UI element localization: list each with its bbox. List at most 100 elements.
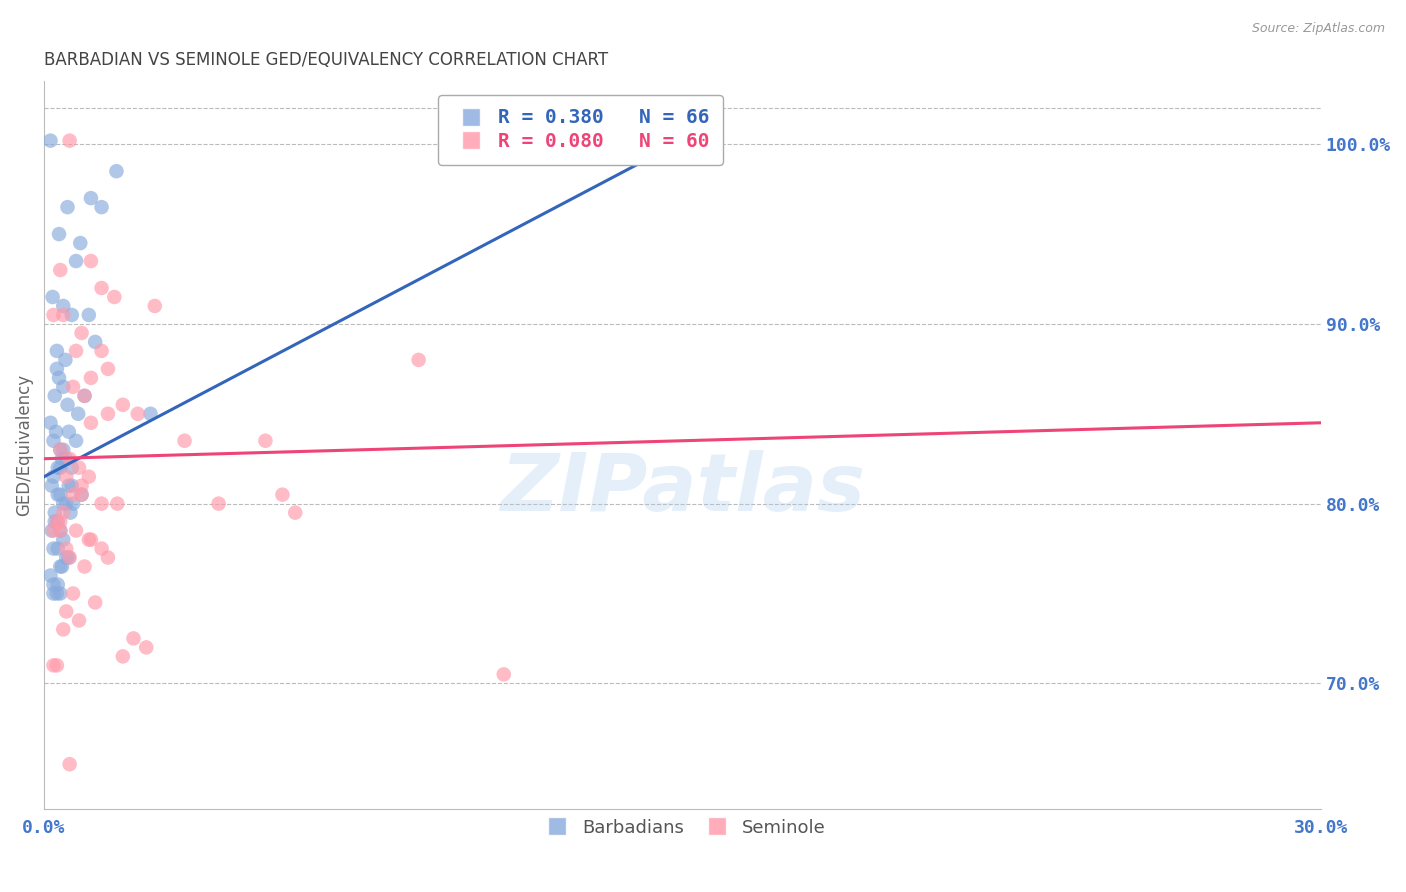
Seminole xyxy=(84,595,107,609)
Barbadians xyxy=(52,533,75,547)
Barbadians xyxy=(49,586,72,600)
Seminole xyxy=(49,263,72,277)
Seminole xyxy=(80,533,103,547)
Barbadians xyxy=(39,134,62,148)
Text: Source: ZipAtlas.com: Source: ZipAtlas.com xyxy=(1251,22,1385,36)
Seminole xyxy=(173,434,195,448)
Seminole xyxy=(284,506,307,520)
Barbadians xyxy=(42,577,65,591)
Seminole xyxy=(73,559,96,574)
Seminole xyxy=(80,371,103,385)
Barbadians xyxy=(77,308,100,322)
Seminole xyxy=(90,541,112,556)
Barbadians xyxy=(55,497,77,511)
Barbadians xyxy=(52,299,75,313)
Seminole xyxy=(42,524,65,538)
Barbadians xyxy=(46,460,69,475)
Seminole xyxy=(55,469,77,483)
Seminole xyxy=(254,434,277,448)
Barbadians xyxy=(49,524,72,538)
Text: ZIPatlas: ZIPatlas xyxy=(501,450,865,528)
Seminole xyxy=(62,380,84,394)
Seminole xyxy=(80,254,103,268)
Barbadians xyxy=(49,559,72,574)
Barbadians xyxy=(69,236,91,251)
Barbadians xyxy=(52,442,75,457)
Seminole xyxy=(271,488,294,502)
Barbadians xyxy=(67,407,90,421)
Y-axis label: GED/Equivalency: GED/Equivalency xyxy=(15,374,32,516)
Seminole xyxy=(42,658,65,673)
Seminole xyxy=(73,389,96,403)
Seminole xyxy=(59,550,82,565)
Barbadians xyxy=(49,442,72,457)
Barbadians xyxy=(60,308,83,322)
Barbadians xyxy=(39,568,62,582)
Seminole xyxy=(49,442,72,457)
Barbadians xyxy=(41,290,63,304)
Barbadians xyxy=(55,451,77,466)
Seminole xyxy=(70,488,93,502)
Barbadians xyxy=(46,577,69,591)
Barbadians xyxy=(70,488,93,502)
Seminole xyxy=(52,506,75,520)
Seminole xyxy=(59,757,82,772)
Seminole xyxy=(207,497,229,511)
Seminole xyxy=(135,640,157,655)
Barbadians xyxy=(56,200,79,214)
Barbadians xyxy=(105,164,128,178)
Seminole xyxy=(59,451,82,466)
Seminole xyxy=(90,343,112,358)
Barbadians xyxy=(58,425,80,439)
Barbadians xyxy=(44,389,66,403)
Seminole xyxy=(97,362,120,376)
Barbadians xyxy=(52,497,75,511)
Barbadians xyxy=(42,469,65,483)
Barbadians xyxy=(44,515,66,529)
Seminole xyxy=(90,281,112,295)
Barbadians xyxy=(45,586,67,600)
Seminole xyxy=(45,515,67,529)
Barbadians xyxy=(44,506,66,520)
Seminole xyxy=(111,398,134,412)
Seminole xyxy=(52,308,75,322)
Seminole xyxy=(492,667,515,681)
Seminole xyxy=(62,586,84,600)
Barbadians xyxy=(41,478,63,492)
Barbadians xyxy=(48,371,70,385)
Seminole xyxy=(111,649,134,664)
Barbadians xyxy=(42,586,65,600)
Barbadians xyxy=(62,497,84,511)
Seminole xyxy=(59,134,82,148)
Barbadians xyxy=(42,541,65,556)
Seminole xyxy=(143,299,166,313)
Barbadians xyxy=(46,541,69,556)
Seminole xyxy=(77,533,100,547)
Seminole xyxy=(70,478,93,492)
Seminole xyxy=(103,290,125,304)
Seminole xyxy=(55,604,77,618)
Barbadians xyxy=(60,478,83,492)
Barbadians xyxy=(84,334,107,349)
Seminole xyxy=(49,515,72,529)
Barbadians xyxy=(56,398,79,412)
Seminole xyxy=(80,416,103,430)
Barbadians xyxy=(58,550,80,565)
Barbadians xyxy=(139,407,162,421)
Barbadians xyxy=(65,434,87,448)
Seminole xyxy=(90,497,112,511)
Barbadians xyxy=(59,506,82,520)
Barbadians xyxy=(58,478,80,492)
Seminole xyxy=(65,524,87,538)
Seminole xyxy=(105,497,128,511)
Seminole xyxy=(408,352,430,367)
Barbadians xyxy=(49,460,72,475)
Seminole xyxy=(55,541,77,556)
Barbadians xyxy=(51,451,73,466)
Seminole xyxy=(122,632,145,646)
Barbadians xyxy=(39,416,62,430)
Text: BARBADIAN VS SEMINOLE GED/EQUIVALENCY CORRELATION CHART: BARBADIAN VS SEMINOLE GED/EQUIVALENCY CO… xyxy=(44,51,609,69)
Barbadians xyxy=(52,380,75,394)
Barbadians xyxy=(80,191,103,205)
Barbadians xyxy=(55,352,77,367)
